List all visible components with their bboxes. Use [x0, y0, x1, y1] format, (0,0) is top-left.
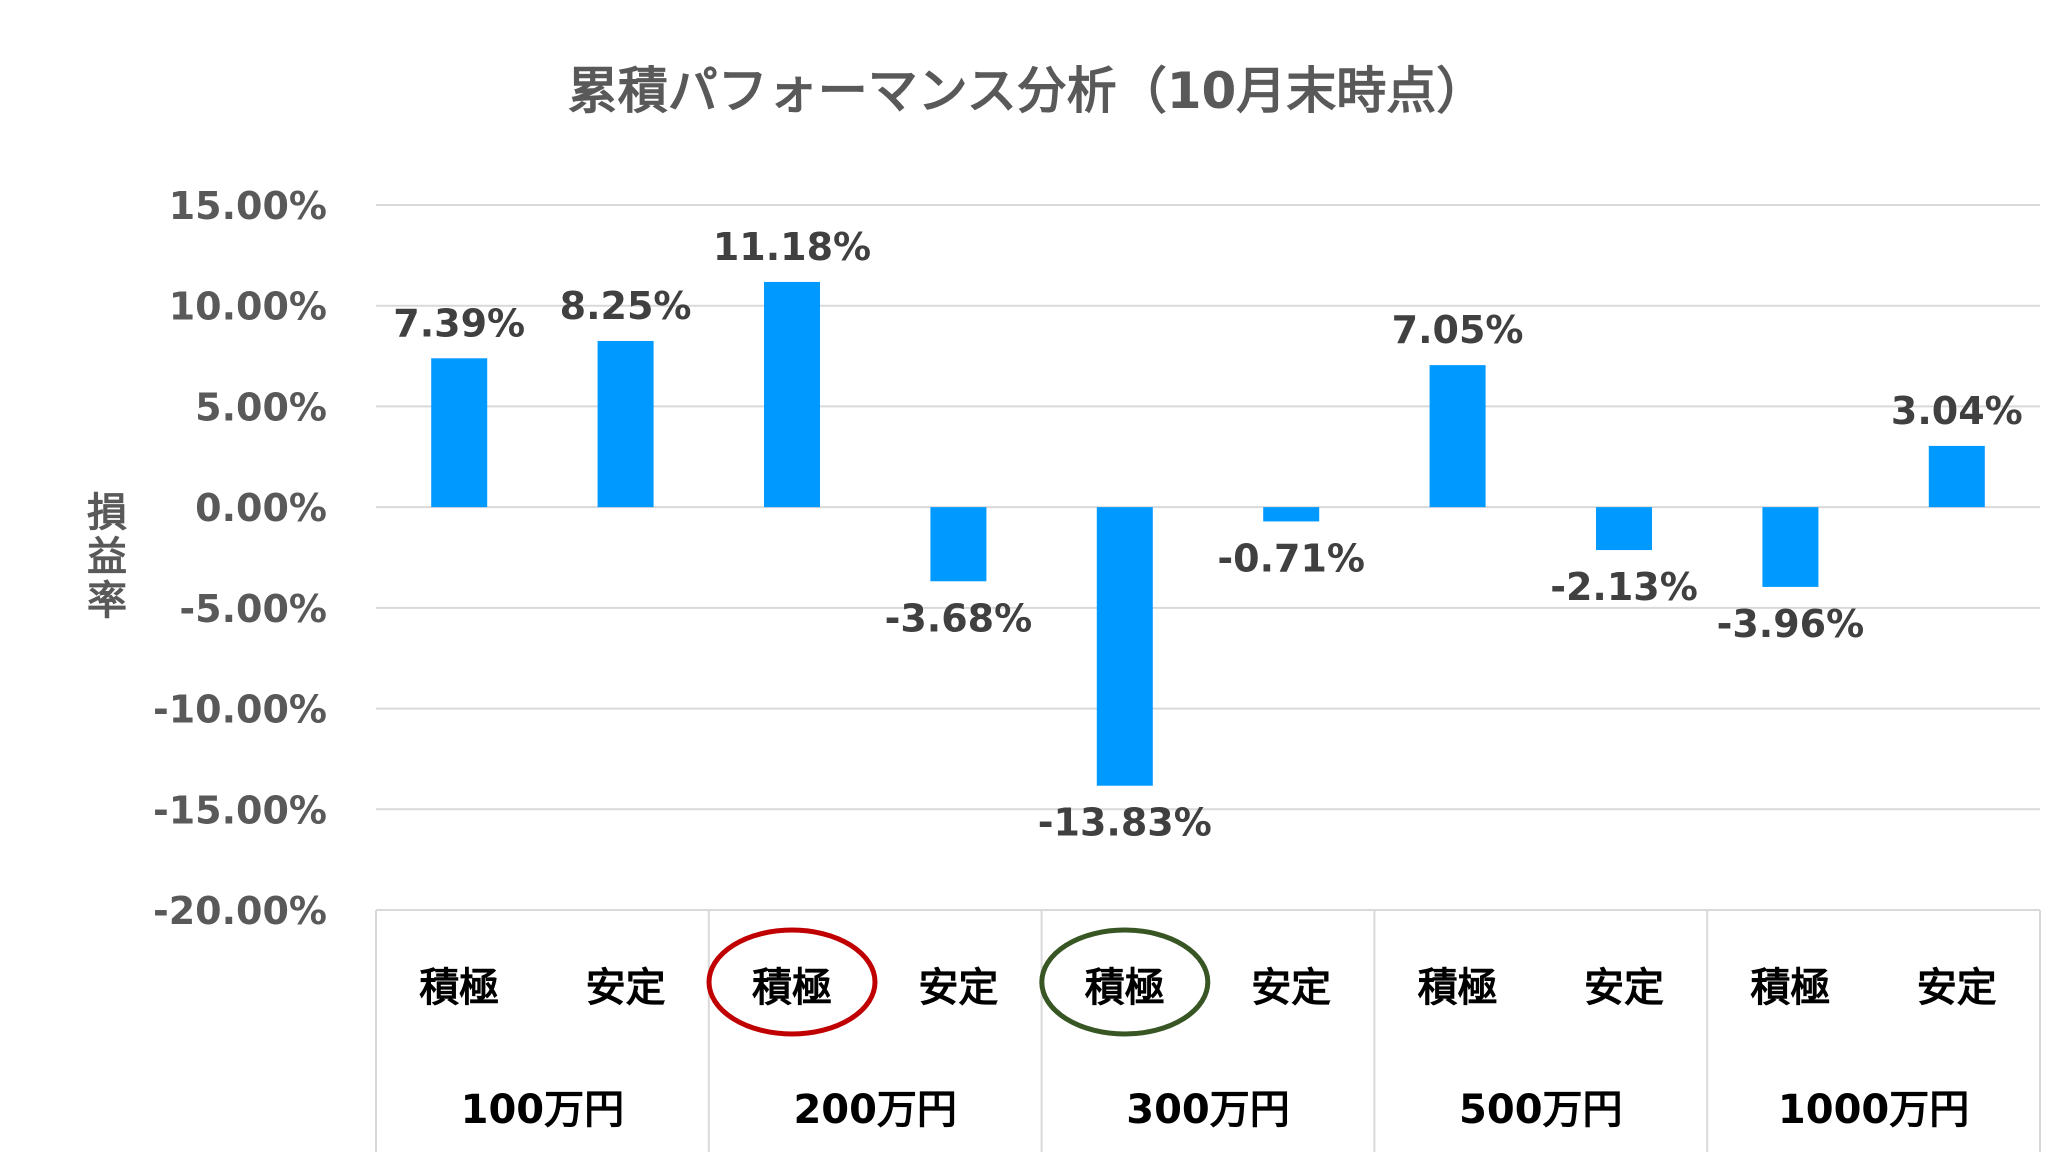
x-tick-label: 積極: [419, 965, 499, 1011]
y-tick-label: 15.00%: [169, 184, 327, 228]
x-tick-label: 安定: [586, 965, 666, 1011]
group-label: 500万円: [1459, 1087, 1623, 1133]
x-tick-label: 安定: [918, 965, 998, 1011]
bar: [1263, 507, 1320, 522]
y-tick-label: -20.00%: [153, 889, 327, 933]
x-tick-label: 積極: [1085, 965, 1165, 1011]
highlight-circle: [706, 927, 878, 1037]
group-label: 100万円: [461, 1087, 625, 1133]
highlight-circle: [1039, 927, 1211, 1037]
bar: [1762, 507, 1819, 587]
data-label: 7.05%: [1392, 308, 1524, 352]
bar: [1928, 445, 1985, 508]
bar: [431, 358, 488, 508]
y-axis-label: 損益率: [80, 491, 127, 623]
data-label: 11.18%: [713, 225, 871, 269]
y-tick-label: -15.00%: [153, 788, 327, 832]
x-tick-label: 安定: [1917, 965, 1997, 1011]
group-label: 200万円: [793, 1087, 957, 1133]
bar: [930, 507, 987, 582]
y-tick-label: 5.00%: [195, 385, 327, 429]
data-label: -0.71%: [1217, 536, 1365, 580]
y-tick-label: 10.00%: [169, 285, 327, 329]
x-tick-label: 積極: [1418, 965, 1498, 1011]
group-label: 1000万円: [1778, 1087, 1969, 1133]
chart-title: 累積パフォーマンス分析（10月末時点）: [568, 62, 1487, 120]
y-tick-label: -5.00%: [179, 587, 327, 631]
x-tick-label: 積極: [1750, 965, 1830, 1011]
bar: [764, 281, 820, 508]
x-tick-label: 安定: [1251, 965, 1331, 1011]
data-label: -3.68%: [885, 596, 1033, 640]
data-label: 8.25%: [560, 284, 692, 328]
bar: [1096, 507, 1153, 786]
x-tick-label: 安定: [1584, 965, 1664, 1011]
x-tick-label: 積極: [752, 965, 832, 1011]
y-tick-label: -10.00%: [153, 688, 327, 732]
data-label: -2.13%: [1550, 565, 1698, 609]
data-label: 3.04%: [1891, 389, 2023, 433]
data-label: -3.96%: [1717, 602, 1865, 646]
bar: [1429, 365, 1486, 508]
group-label: 300万円: [1126, 1087, 1290, 1133]
data-label: -13.83%: [1038, 801, 1212, 845]
bar: [1596, 507, 1652, 551]
bar: [597, 340, 654, 508]
y-tick-label: 0.00%: [195, 486, 327, 530]
data-label: 7.39%: [393, 301, 525, 345]
